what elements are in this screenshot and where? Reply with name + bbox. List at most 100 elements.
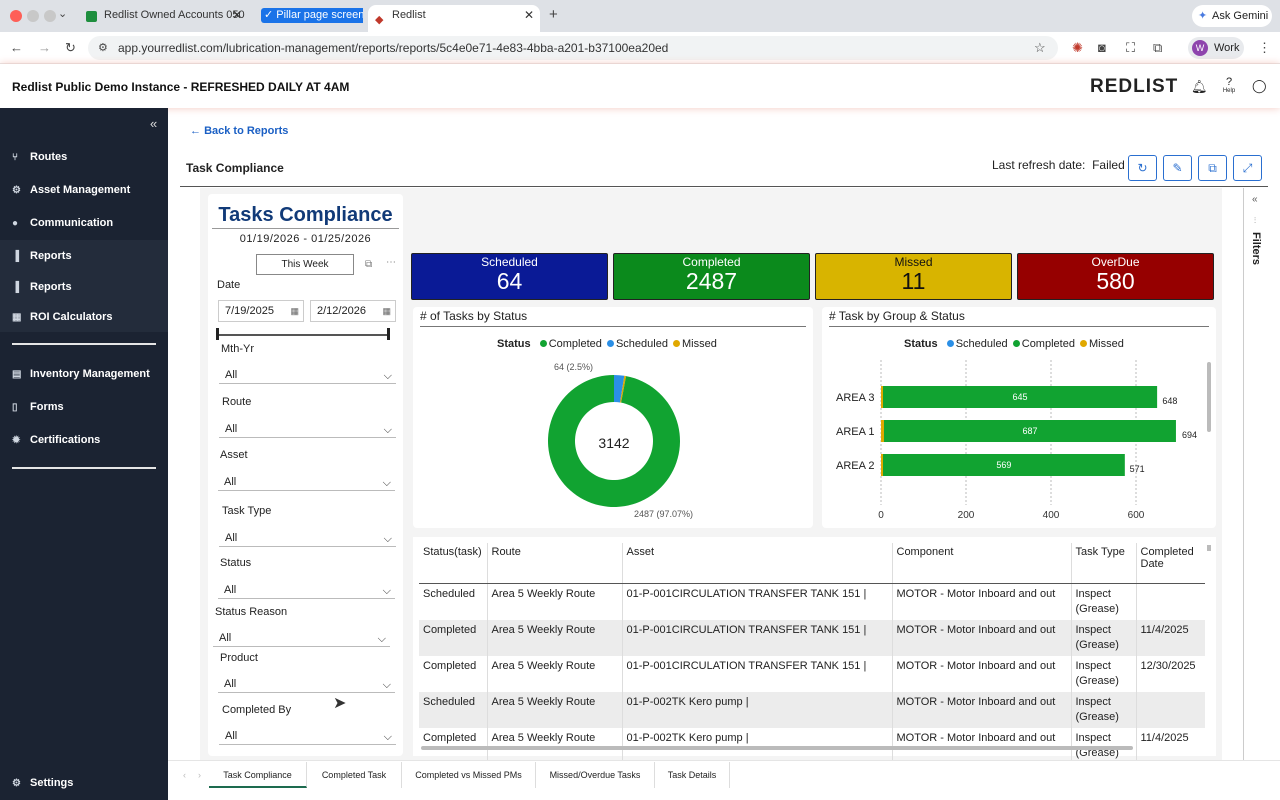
date-range-slider[interactable] [217,334,389,336]
filters-pane-label[interactable]: Filters [1250,232,1262,266]
tab-task-details[interactable]: Task Details [655,762,730,788]
donut-slice-completed[interactable] [548,375,680,507]
tab-search-icon[interactable]: ⌄ [58,8,68,20]
browser-tab-pillar[interactable]: ✓ Pillar page screen [255,5,363,32]
maximize-window-icon[interactable] [44,10,56,22]
date-to-input[interactable]: 2/12/2026 ▦ [310,300,396,322]
bookmark-star-icon[interactable]: ☆ [1034,40,1046,55]
sidebar-item-routes[interactable]: ⑂ Routes [12,147,67,167]
tab-completed-vs-missed-pms[interactable]: Completed vs Missed PMs [402,762,536,788]
task-type-select[interactable]: All ⌵ [219,525,396,547]
fullscreen-button[interactable]: ⤢ [1233,155,1262,181]
column-header-status[interactable]: Status(task) [419,543,488,584]
legend-entry[interactable]: Missed [682,338,717,350]
sidebar-item-settings[interactable]: ⚙ Settings [12,773,73,793]
refresh-button[interactable]: ↻ [1128,155,1157,181]
table-row[interactable]: Completed Area 5 Weekly Route 01-P-001CIRC… [419,619,1205,656]
close-window-icon[interactable] [10,10,22,22]
status-reason-select[interactable]: All ⌵ [213,625,390,647]
completed-by-select[interactable]: All ⌵ [219,723,396,745]
collapse-sidebar-icon[interactable]: « [150,116,158,131]
kpi-card-scheduled[interactable]: Scheduled 64 [411,253,608,300]
tabs-prev-icon[interactable]: ‹ [183,770,186,780]
browser-tab-sheets[interactable]: Redlist Owned Accounts 050 ✕ [80,5,248,32]
donut-slice-scheduled[interactable] [614,375,625,403]
this-week-button[interactable]: This Week [256,254,354,275]
table-row[interactable]: Completed Area 5 Weekly Route 01-P-002TK K… [419,727,1205,764]
edit-button[interactable]: ✎ [1163,155,1192,181]
reload-icon[interactable]: ↻ [65,40,76,55]
column-header-component[interactable]: Component [892,543,1072,584]
address-bar[interactable] [88,36,1058,60]
table-row[interactable]: Scheduled Area 5 Weekly Route 01-P-002TK K… [419,691,1205,728]
mth-yr-select[interactable]: All ⌵ [219,362,396,384]
table-vertical-scrollbar[interactable] [1207,545,1211,551]
filters-pane-collapsed[interactable] [1243,188,1268,760]
kpi-card-missed[interactable]: Missed 11 [815,253,1012,300]
sidebar-item-asset-management[interactable]: ⚙ Asset Management [12,180,130,200]
back-to-reports-link[interactable]: ← Back to Reports [190,125,288,137]
bar-completed[interactable] [883,420,1176,442]
tab-task-compliance[interactable]: Task Compliance [209,762,307,788]
screenshot-icon[interactable]: ⛶ [1126,40,1136,55]
site-settings-icon[interactable]: ⚙ [98,42,108,54]
sidebar-item-forms[interactable]: ▯ Forms [12,397,64,417]
kpi-card-completed[interactable]: Completed 2487 [613,253,810,300]
back-arrow-icon[interactable]: ← [10,40,23,55]
table-row[interactable]: Completed Area 5 Weekly Route 01-P-001CIRC… [419,655,1205,692]
calendar-icon[interactable]: ▦ [382,306,391,316]
donut-slice-missed[interactable] [620,375,627,403]
extension-icon[interactable]: ✺ [1072,40,1083,55]
column-header-task-type[interactable]: Task Type [1071,543,1137,584]
slider-handle-start[interactable] [216,328,219,340]
more-options-icon[interactable]: ⋯ [386,257,396,268]
kpi-card-overdue[interactable]: OverDue 580 [1017,253,1214,300]
expand-filters-icon[interactable]: « [1252,194,1258,205]
date-from-input[interactable]: 7/19/2025 ▦ [218,300,304,322]
duplicate-button[interactable]: ⧉ [1198,155,1227,181]
route-select[interactable]: All ⌵ [219,416,396,438]
extensions-puzzle-icon[interactable]: ⧉ [1153,40,1163,55]
legend-entry[interactable]: Missed [1089,338,1124,350]
url-text[interactable]: app.yourredlist.com/lubrication-manageme… [118,41,669,55]
legend-entry[interactable]: Completed [548,338,602,350]
column-header-completed-date[interactable]: Completed Date [1136,543,1205,584]
close-tab-icon[interactable]: ✕ [231,8,242,22]
tab-completed-task[interactable]: Completed Task [307,762,402,788]
calendar-icon[interactable]: ▦ [290,306,299,316]
chart-scrollbar[interactable] [1207,362,1211,432]
status-select[interactable]: All ⌵ [218,577,395,599]
camera-icon[interactable]: ◙ [1098,40,1106,55]
slider-handle-end[interactable] [387,328,390,340]
new-tab-icon[interactable]: + [549,6,558,23]
redlist-logo[interactable]: REDLIST [1090,76,1179,97]
bar-missed[interactable] [881,420,884,442]
notification-bell-icon[interactable]: 🔔︎ [1191,79,1208,94]
sidebar-item-roi-calculators[interactable]: ▦ ROI Calculators [12,307,113,327]
browser-tab-redlist[interactable]: ◆ Redlist ✕ [368,5,540,32]
table-row[interactable]: Scheduled Area 5 Weekly Route 01-P-001CIRC… [419,583,1205,620]
column-header-asset[interactable]: Asset [622,543,893,584]
sidebar-item-reports[interactable]: ▐ Reports [12,246,72,266]
column-header-route[interactable]: Route [487,543,623,584]
tab-missed-overdue-tasks[interactable]: Missed/Overdue Tasks [536,762,655,788]
bar-missed[interactable] [881,454,883,476]
bar-completed[interactable] [883,454,1125,476]
browser-menu-icon[interactable]: ⋮ [1258,40,1271,55]
bar-missed[interactable] [881,386,883,408]
profile-button[interactable]: W Work [1188,37,1244,59]
table-horizontal-scrollbar[interactable] [421,746,1133,750]
minimize-window-icon[interactable] [27,10,39,22]
user-account-icon[interactable]: ◯ [1252,78,1267,93]
help-button[interactable]: ? Help [1219,77,1239,95]
ask-gemini-button[interactable]: ✦ Ask Gemini [1192,5,1272,27]
bar-completed[interactable] [883,386,1158,408]
product-select[interactable]: All ⌵ [218,671,395,693]
sidebar-item-certifications[interactable]: ✹ Certifications [12,430,100,450]
open-external-icon[interactable]: ⧉ [365,259,373,270]
sidebar-item-inventory-management[interactable]: ▤ Inventory Management [12,364,150,384]
asset-select[interactable]: All ⌵ [218,469,395,491]
forward-arrow-icon[interactable]: → [38,40,51,55]
close-tab-icon[interactable]: ✕ [523,8,534,22]
legend-entry[interactable]: Scheduled [955,338,1008,350]
